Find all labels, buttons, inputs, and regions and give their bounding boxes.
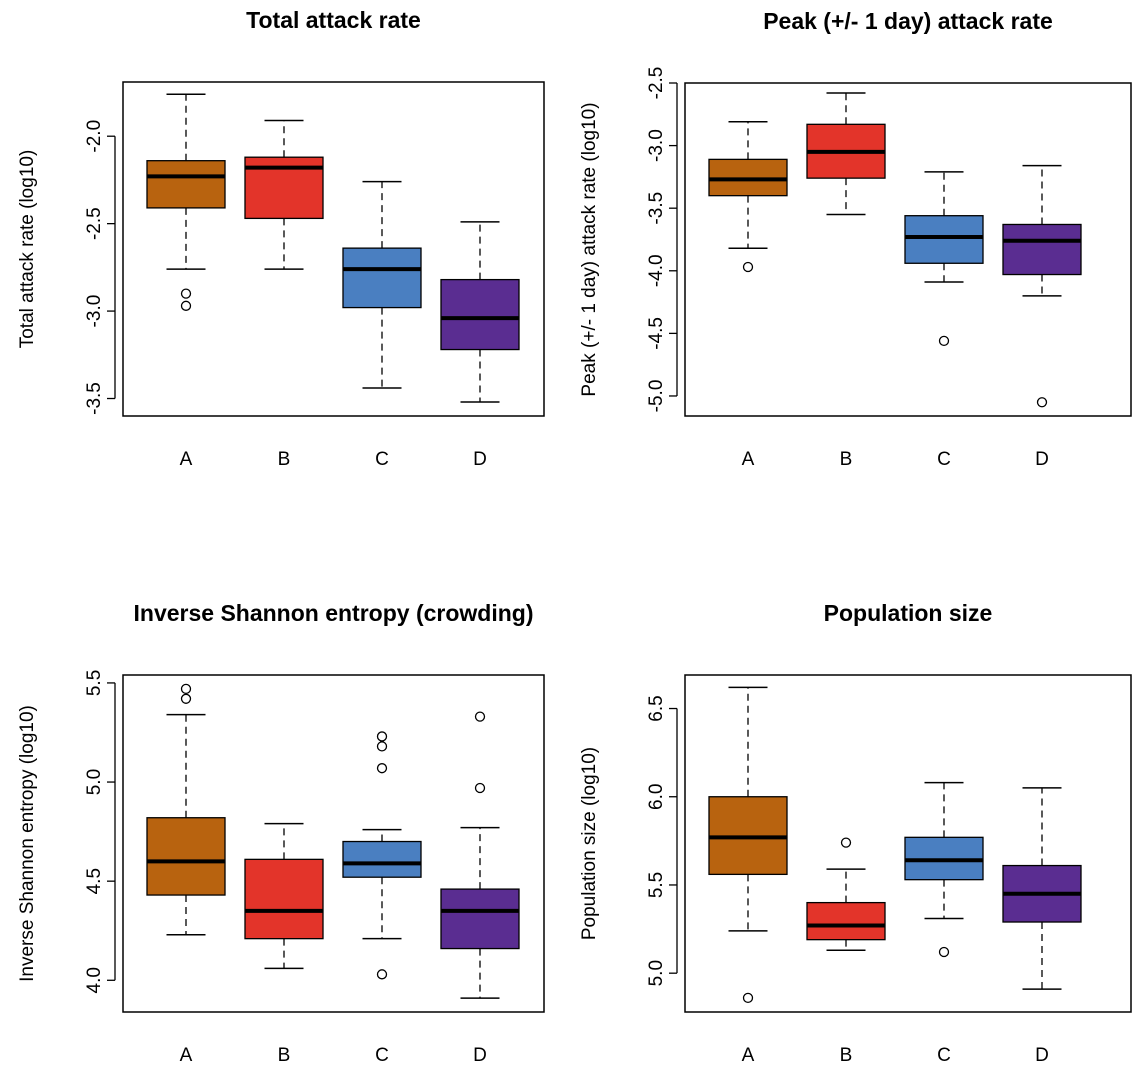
y-tick-label: -4.5 — [646, 317, 667, 350]
y-tick-label: 5.5 — [646, 872, 667, 898]
box — [244, 858, 324, 940]
x-tick-label: C — [937, 1045, 951, 1066]
box — [1002, 223, 1082, 276]
y-tick-label: 4.5 — [84, 868, 105, 894]
x-tick-label: C — [937, 449, 951, 470]
outlier — [938, 946, 950, 958]
x-tick-label: A — [180, 449, 193, 470]
x-tick-label: D — [1035, 449, 1049, 470]
x-tick-label: B — [840, 1045, 853, 1066]
outlier — [376, 731, 388, 742]
y-tick-label: -3.0 — [84, 295, 105, 328]
outlier — [474, 782, 486, 794]
box — [904, 215, 984, 264]
y-tick-label: -3.5 — [84, 382, 105, 415]
panel: Peak (+/- 1 day) attack rate Peak (+/- 1 … — [579, 8, 1132, 470]
x-tick-label: B — [278, 1045, 291, 1066]
x-tick-label: A — [742, 449, 755, 470]
chart-title: Peak (+/- 1 day) attack rate — [763, 8, 1053, 34]
outlier — [180, 693, 192, 704]
chart-title: Population size — [824, 600, 993, 626]
outlier — [376, 969, 388, 980]
chart-title: Inverse Shannon entropy (crowding) — [134, 600, 534, 626]
y-tick-label: 5.0 — [84, 769, 105, 795]
box — [146, 160, 226, 209]
x-tick-label: A — [180, 1045, 193, 1066]
x-tick-label: D — [473, 1045, 487, 1066]
x-tick-label: C — [375, 1045, 389, 1066]
y-tick-label: -2.5 — [84, 207, 105, 240]
x-tick-label: A — [742, 1045, 755, 1066]
y-axis-label: Total attack rate (log10) — [17, 150, 38, 349]
x-tick-label: B — [278, 449, 291, 470]
y-tick-label: -4.0 — [646, 254, 667, 287]
box — [146, 817, 226, 896]
box — [440, 888, 520, 950]
y-tick-label: -3.0 — [646, 129, 667, 162]
y-tick-label: -5.0 — [646, 380, 667, 413]
y-tick-label: -2.5 — [646, 67, 667, 100]
y-tick-label: 5.5 — [84, 670, 105, 696]
box — [806, 901, 886, 941]
outlier — [376, 763, 388, 774]
x-tick-label: D — [1035, 1045, 1049, 1066]
outlier — [938, 335, 950, 347]
outlier — [180, 288, 192, 299]
plot-frame — [684, 82, 1132, 417]
box — [342, 247, 422, 309]
y-axis-label: Population size (log10) — [579, 747, 600, 940]
panel: Total attack rate Total attack rate (log1… — [17, 7, 545, 470]
y-tick-label: 6.0 — [646, 784, 667, 810]
outlier — [742, 992, 754, 1004]
plot-frame — [122, 81, 545, 417]
box — [440, 278, 520, 351]
box — [342, 840, 422, 878]
x-tick-label: B — [840, 449, 853, 470]
y-tick-label: 4.0 — [84, 967, 105, 993]
x-tick-label: C — [375, 449, 389, 470]
plot-frame — [122, 674, 545, 1013]
panel: Inverse Shannon entropy (crowding) Invers… — [17, 600, 545, 1066]
outlier — [840, 837, 852, 848]
outlier — [180, 683, 192, 695]
x-tick-label: D — [473, 449, 487, 470]
y-tick-label: -3.5 — [646, 192, 667, 225]
y-tick-label: 6.5 — [646, 695, 667, 721]
plot-frame — [684, 674, 1132, 1013]
y-tick-label: -2.0 — [84, 120, 105, 153]
panel: Population size Population size (log10) 5.… — [579, 600, 1132, 1066]
outlier — [474, 711, 486, 722]
outlier — [742, 261, 754, 273]
outlier — [1036, 397, 1048, 408]
outlier — [180, 300, 192, 311]
y-axis-label: Inverse Shannon entropy (log10) — [17, 705, 38, 982]
y-axis-label: Peak (+/- 1 day) attack rate (log10) — [579, 102, 600, 396]
chart-title: Total attack rate — [246, 7, 421, 33]
y-tick-label: 5.0 — [646, 960, 667, 986]
outlier — [376, 741, 388, 752]
